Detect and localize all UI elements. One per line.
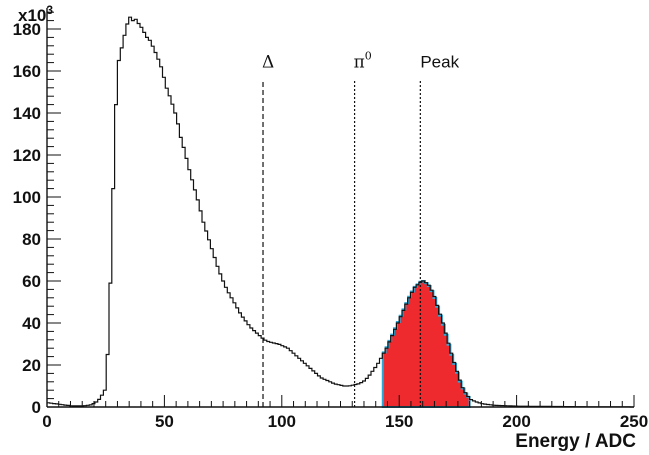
- y-tick-label: 20: [22, 356, 41, 375]
- x-tick-label: 150: [385, 412, 413, 431]
- histogram-layer: [47, 16, 634, 408]
- x-tick-label: 100: [268, 412, 296, 431]
- y-tick-label: 40: [22, 314, 41, 333]
- y-tick-label: 80: [22, 230, 41, 249]
- y-tick-label: 120: [13, 146, 41, 165]
- y-tick-label: 140: [13, 104, 41, 123]
- peak-region: [381, 280, 471, 408]
- y-tick-label: 160: [13, 62, 41, 81]
- x-tick-label: 250: [620, 412, 648, 431]
- y-tick-label: 100: [13, 188, 41, 207]
- x-tick-label: 50: [155, 412, 174, 431]
- x-tick-label: 0: [42, 412, 51, 431]
- marker-label-0: Δ: [262, 52, 274, 72]
- y-tick-label: 180: [13, 20, 41, 39]
- histogram-series: [47, 16, 634, 408]
- x-tick-label: 200: [502, 412, 530, 431]
- peak-fill-layer: [381, 280, 471, 408]
- y-multiplier: x103: [18, 3, 53, 25]
- y-tick-label: 60: [22, 272, 41, 291]
- y-tick-label: 0: [32, 398, 41, 417]
- marker-label-2: Peak: [420, 52, 459, 71]
- x-axis-title: Energy / ADC: [515, 431, 636, 452]
- axes-layer: 0 50 100 150 200 250 0 20 40 60 80 100 120 140 160 180: [13, 8, 648, 431]
- marker-label-1: π0: [354, 49, 372, 72]
